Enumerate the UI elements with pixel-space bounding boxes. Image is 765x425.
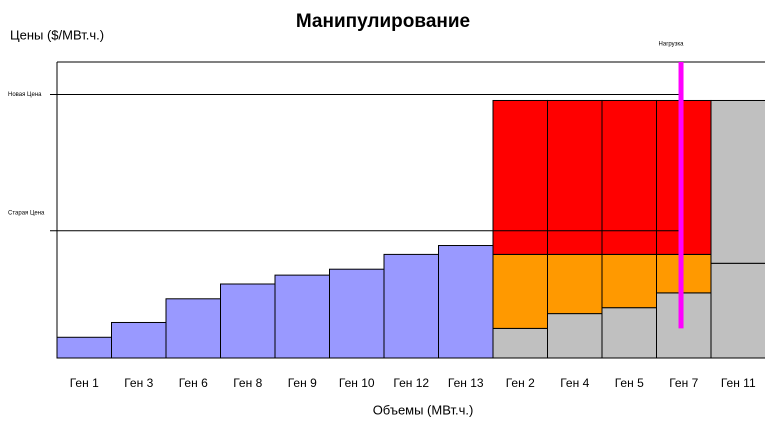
load-label: Нагрузка — [659, 42, 685, 48]
chart-title: Манипулирование — [296, 11, 470, 32]
bar-segment — [56, 336, 112, 359]
bar-segment — [547, 99, 603, 255]
bar-segment — [274, 274, 330, 359]
bar-segment — [710, 99, 765, 264]
bar-segment — [220, 283, 276, 359]
x-tick-label: Ген 8 — [233, 376, 262, 390]
x-tick-label: Ген 1 — [70, 376, 99, 390]
price-line-label: Новая Цена — [8, 92, 42, 98]
x-tick-label: Ген 7 — [669, 376, 698, 390]
x-tick-label: Ген 9 — [288, 376, 317, 390]
bar-segment — [656, 99, 712, 255]
bar-segment — [547, 253, 603, 315]
bar-segment — [601, 253, 657, 309]
x-tick-label: Ген 4 — [560, 376, 589, 390]
bar-segment — [329, 268, 385, 359]
y-axis-label: Цены ($/МВт.ч.) — [10, 27, 104, 42]
bar-segment — [111, 321, 167, 359]
x-tick-label: Ген 12 — [393, 376, 429, 390]
x-tick-label: Ген 6 — [179, 376, 208, 390]
bar-segment — [601, 307, 657, 359]
x-tick-label: Ген 2 — [506, 376, 535, 390]
x-axis-label: Объемы (МВт.ч.) — [373, 402, 474, 417]
x-tick-label: Ген 11 — [721, 376, 756, 390]
bar-segment — [601, 99, 657, 255]
bar-segment — [710, 262, 765, 359]
x-tick-label: Ген 10 — [339, 376, 375, 390]
price-line-label: Старая Цена — [8, 210, 45, 216]
bar-segment — [547, 313, 603, 359]
bar-segment — [492, 327, 548, 359]
bar-segment — [656, 292, 712, 359]
bar-segment — [165, 298, 221, 359]
bar-segment — [492, 253, 548, 329]
x-tick-label: Ген 5 — [615, 376, 644, 390]
bar-segment — [656, 253, 712, 294]
bar-segment — [492, 99, 548, 255]
bar-segment — [438, 245, 494, 359]
bar-segment — [383, 253, 439, 359]
x-tick-label: Ген 3 — [124, 376, 153, 390]
x-tick-label: Ген 13 — [448, 376, 484, 390]
